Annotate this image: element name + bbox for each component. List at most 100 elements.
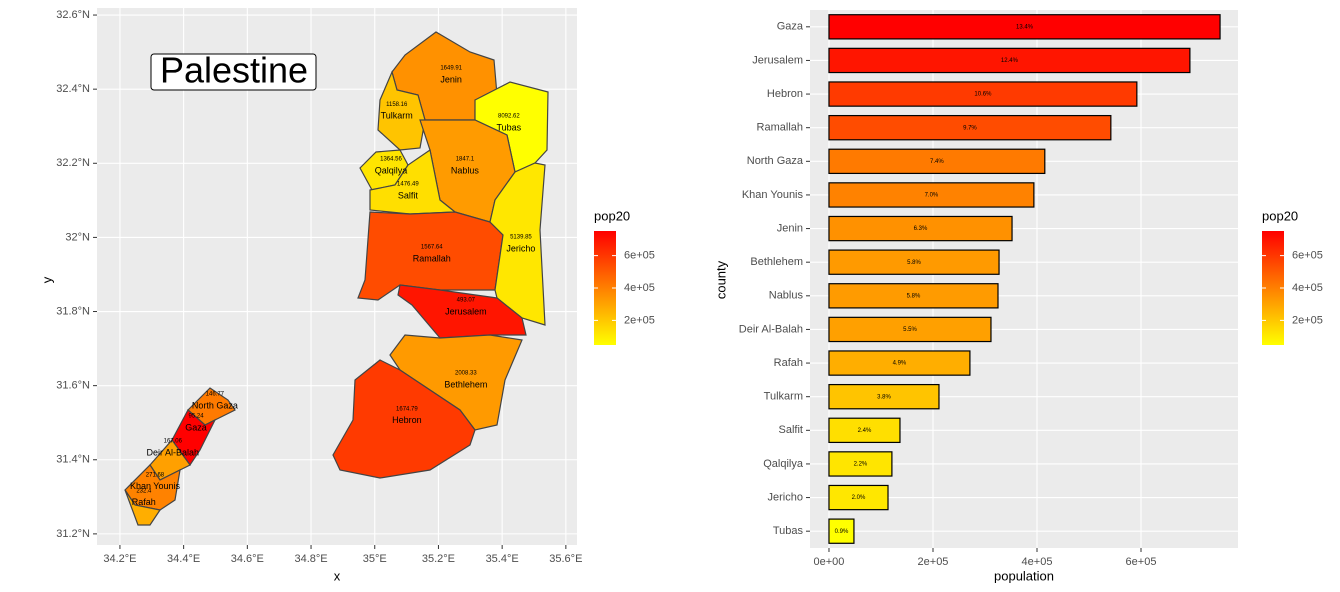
y-tick-label: 32.4°N [56,83,90,95]
region-area: 1567.64 [421,244,443,250]
region-name: Gaza [185,422,207,432]
bar [828,14,1221,40]
y-tick-label: Jerusalem [752,54,803,66]
bar [828,518,855,544]
y-tick-label: Bethlehem [750,256,803,268]
y-tick-label: Jenin [777,222,803,234]
y-tick-label: Deir Al-Balah [739,323,803,335]
region-area: 146.77 [206,392,225,398]
region [397,284,527,339]
y-tick-label: 32.6°N [56,9,90,21]
bar [828,114,1112,141]
x-tick-label: 34.2°E [103,553,136,565]
map-title: Palestine [160,50,308,91]
x-tick-label: 34.4°E [167,553,200,565]
region [357,211,504,301]
bar-label: 2.2% [854,462,868,468]
region-area: 493.07 [457,297,476,303]
region-area: 5139.85 [510,234,532,240]
y-tick-label: Gaza [777,21,804,33]
bar-label: 13.4% [1016,24,1034,30]
bar-label: 2.4% [858,428,872,434]
legend-label: 4e+05 [1292,282,1323,294]
region-name: North Gaza [192,400,238,410]
region-name: Jericho [506,243,535,253]
bar [828,417,901,444]
x-tick-label: 35°E [363,553,387,565]
legend-label: 4e+05 [624,282,655,294]
region-name: Deir Al-Balah [147,447,200,457]
bar [828,283,999,309]
region-area: 1476.49 [397,181,419,187]
y-tick-label: Rafah [774,357,803,369]
region-area: 8092.62 [498,114,520,120]
region-name: Salfit [398,190,419,200]
region-area: 95.24 [189,413,205,419]
bar [828,383,940,410]
title-box [150,53,317,91]
bar-label: 5.5% [903,327,917,333]
y-tick-label: 32.2°N [56,157,90,169]
bar [828,148,1046,175]
bar-label: 6.3% [914,226,928,232]
region [332,359,476,479]
y-tick-label: Tubas [773,525,804,537]
x-axis-title: x [334,568,341,583]
region-name: Jerusalem [445,306,487,316]
region [369,148,457,215]
bar-label: 10.6% [974,92,992,98]
bar-label: 4.9% [893,361,907,367]
region-area: 1674.79 [396,406,418,412]
region-area: 1649.91 [440,65,462,71]
y-tick-label: 31.6°N [56,380,90,392]
x-tick-label: 34.6°E [231,553,264,565]
bar-label: 0.9% [835,529,849,535]
bar [828,182,1035,208]
y-tick-label: Tulkarm [764,391,803,403]
region-name: Khan Younis [130,481,181,491]
region-name: Tulkarm [381,111,413,121]
y-tick-label: Qalqilya [763,458,804,470]
legend-title: pop20 [594,208,630,223]
x-tick-label: 2e+05 [918,556,949,568]
bar [828,47,1191,74]
x-tick-label: 35.6°E [549,553,582,565]
bar [828,316,992,343]
bar-label: 7.0% [925,193,939,199]
x-tick-label: 4e+05 [1022,556,1053,568]
bar-label: 2.0% [852,495,866,501]
bar-label: 5.8% [907,293,921,299]
y-tick-label: 31.8°N [56,305,90,317]
region-name: Qalqilya [375,165,408,175]
bar [828,81,1138,107]
region-name: Ramallah [413,253,451,263]
x-tick-label: 6e+05 [1126,556,1157,568]
x-tick-label: 35.2°E [422,553,455,565]
bar-label: 5.8% [907,260,921,266]
x-tick-label: 0e+00 [814,556,845,568]
bar-label: 3.8% [877,394,891,400]
region-name: Rafah [132,497,156,507]
region [124,489,161,526]
legend-label: 2e+05 [1292,314,1323,326]
y-tick-label: 31.4°N [56,454,90,466]
region-area: 167.06 [164,439,183,445]
colorbar [594,231,616,345]
bar [828,451,893,477]
legend-label: 6e+05 [1292,250,1323,262]
y-tick-label: 32°N [65,231,90,243]
bar-label: 12.4% [1001,58,1019,64]
region-area: 1847.1 [456,157,475,163]
y-tick-label: North Gaza [747,155,804,167]
bar [828,249,1000,275]
bar [828,484,889,511]
bar [828,350,971,376]
y-axis-title: y [39,276,54,283]
legend-label: 6e+05 [624,250,655,262]
bar-label: 7.4% [930,159,944,165]
y-tick-label: Hebron [767,88,803,100]
region-area: 2008.33 [455,370,477,376]
y-tick-label: Khan Younis [742,189,804,201]
region-name: Nablus [451,165,480,175]
